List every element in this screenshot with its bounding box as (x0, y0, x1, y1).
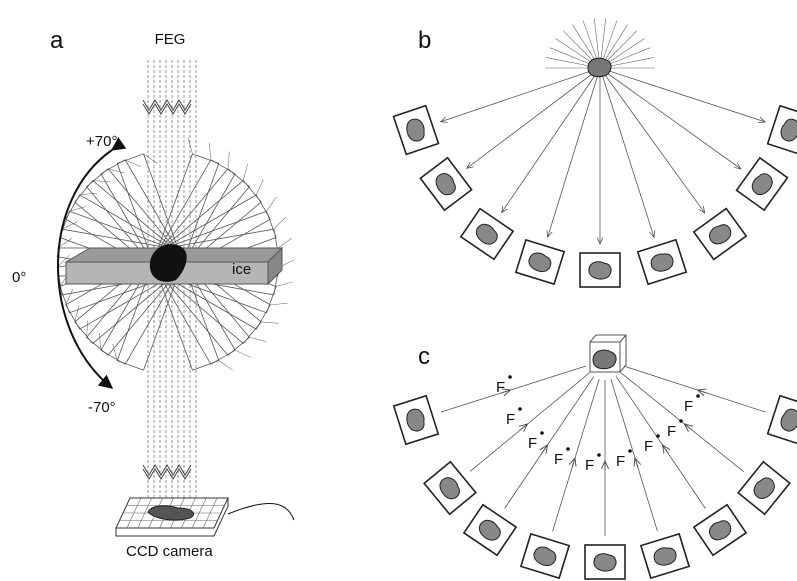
projection-frame (768, 106, 797, 155)
slab-depth (261, 314, 278, 331)
projection-ray (600, 68, 741, 169)
slab-depth (276, 277, 293, 291)
panel-label: c (418, 343, 430, 370)
projection-frame (580, 253, 620, 287)
slab-depth (272, 217, 288, 229)
focus-label: F (554, 451, 563, 468)
projection-frame (516, 240, 564, 284)
detector-label: CCD camera (126, 543, 213, 560)
focus-dot (628, 449, 632, 453)
focus-dot (518, 407, 522, 411)
tilt-max: +70° (86, 133, 117, 150)
projection-frame (737, 158, 788, 210)
ray-arrow (572, 458, 575, 468)
focus-dot (566, 447, 570, 451)
projection-ray (502, 68, 600, 213)
reconstruction-ray (616, 377, 705, 509)
panel-a (56, 60, 295, 536)
focus-label: F (496, 379, 505, 396)
focus-label: F (667, 423, 676, 440)
tilt-zero: 0° (12, 269, 26, 286)
ccd-camera (116, 498, 294, 536)
projection-frame (768, 396, 797, 445)
focus-dot (597, 453, 601, 457)
particle (593, 350, 616, 369)
reconstruction-ray (624, 366, 765, 412)
focus-dot (696, 394, 700, 398)
focus-dot (679, 419, 683, 423)
focus-dot (540, 431, 544, 435)
particle (588, 58, 611, 77)
slab-depth (251, 179, 268, 195)
figure: FFFFFFFFF a FEG +70° 0° -70° ice CCD cam… (0, 0, 797, 581)
slab-depth (220, 152, 237, 169)
projection-frame (694, 209, 746, 260)
ray-arrow (663, 445, 669, 454)
focus-dot (508, 375, 512, 379)
slab-depth (235, 345, 251, 362)
projection-frame (638, 240, 686, 285)
slab-depth (202, 143, 218, 160)
ray-arrow (635, 458, 638, 468)
focus-label: F (585, 457, 594, 474)
ray-arrow (542, 445, 548, 454)
ray-arrow (520, 424, 528, 430)
projection-ray (467, 68, 600, 168)
slab-depth (93, 173, 110, 190)
projection-ray (441, 68, 600, 122)
projection-ray (548, 68, 600, 237)
projection-frame (464, 505, 516, 556)
projection-frame (394, 106, 439, 155)
projection-frame (585, 545, 625, 579)
ray-arrow (698, 390, 707, 393)
ray-arrow (685, 424, 693, 430)
projection-frame (521, 534, 569, 578)
reconstruction-ray (441, 366, 586, 412)
ccd-cable (228, 503, 294, 520)
reconstruction-ray (470, 373, 590, 472)
panel-b (394, 18, 797, 287)
panel-label: b (418, 27, 431, 54)
panel-label: a (50, 27, 64, 54)
focus-label: F (684, 398, 693, 415)
slab-depth (263, 197, 280, 211)
frame-blob (589, 262, 611, 279)
focus-label: F (644, 438, 653, 455)
slab-depth (270, 296, 287, 312)
projection-ray (600, 68, 765, 122)
projection-frame (738, 462, 790, 514)
projection-frame (694, 505, 746, 556)
projection-frame (420, 158, 471, 210)
focus-dot (656, 434, 660, 438)
ice-label: ice (232, 261, 251, 278)
projection-ray (600, 68, 705, 213)
beam-label: FEG (155, 31, 186, 48)
projection-frame (641, 534, 689, 578)
projection-frame (424, 462, 476, 514)
focus-label: F (616, 453, 625, 470)
tilt-min: -70° (88, 399, 116, 416)
slab-depth (219, 357, 233, 374)
reconstruction-ray (505, 377, 594, 509)
projection-ray (600, 68, 654, 237)
projection-frame (394, 396, 439, 444)
focus-label: F (506, 411, 515, 428)
focus-label: F (528, 435, 537, 452)
frame-blob (594, 554, 616, 571)
projection-frame (461, 209, 513, 260)
slab-depth (79, 320, 96, 337)
slab-depth (278, 238, 292, 248)
